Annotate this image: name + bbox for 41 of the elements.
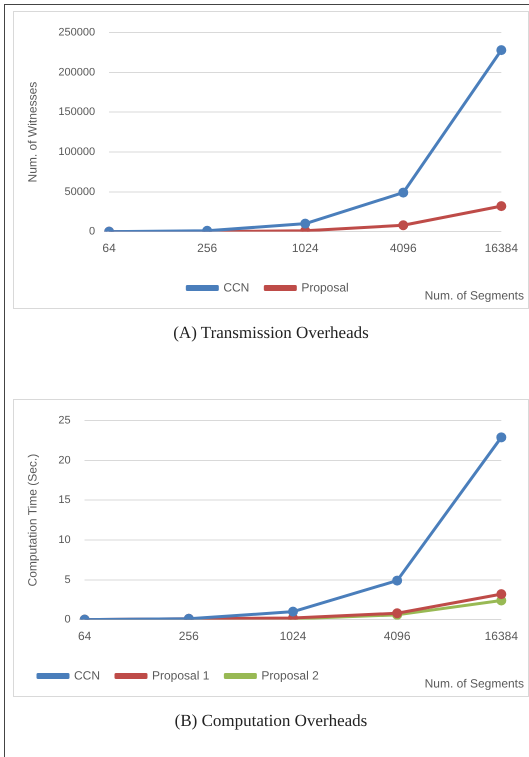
y-tick-label: 50000 — [64, 186, 96, 198]
point — [496, 432, 506, 442]
x-tick-label: 64 — [102, 241, 116, 256]
x-tick-label: 16384 — [484, 629, 518, 644]
x-tick-label: 4096 — [384, 629, 411, 644]
point — [496, 45, 506, 56]
y-tick-label: 200000 — [58, 66, 96, 78]
x-tick-label: 16384 — [484, 241, 518, 256]
x-axis-title: Num. of Segments — [424, 288, 524, 302]
x-tick-label: 1024 — [292, 241, 319, 256]
y-tick-label: 5 — [64, 574, 71, 586]
legend-label: CCN — [74, 668, 100, 682]
point — [392, 576, 402, 586]
x-tick-label: 256 — [178, 629, 200, 644]
y-axis-title: Computation Time (Sec.) — [26, 454, 40, 586]
point — [496, 589, 506, 600]
legend-label: Proposal 2 — [261, 668, 320, 682]
x-tick-label: 1024 — [280, 629, 307, 644]
legend-label: Proposal — [301, 280, 349, 294]
x-tick-label: 4096 — [390, 241, 417, 256]
point — [496, 201, 506, 212]
text: (B) Computation Overheads — [174, 711, 368, 731]
y-tick-label: 15 — [58, 494, 71, 506]
y-tick-label: 0 — [88, 226, 96, 238]
text: (A) Transmission Overheads — [172, 323, 370, 343]
x-tick-label: 256 — [197, 241, 218, 256]
point — [300, 218, 310, 229]
x-tick-label: 64 — [78, 629, 92, 644]
x-axis-title: Num. of Segments — [424, 676, 524, 690]
point — [398, 188, 408, 198]
legend-label: CCN — [223, 280, 250, 294]
y-tick-label: 0 — [64, 614, 71, 626]
y-tick-label: 10 — [58, 534, 71, 546]
y-tick-label: 25 — [58, 414, 71, 427]
y-axis-title: Num. of Witnesses — [26, 82, 40, 182]
point — [398, 220, 408, 230]
y-tick-label: 250000 — [58, 26, 96, 39]
legend-label: Proposal 1 — [152, 668, 210, 682]
y-tick-label: 20 — [58, 454, 71, 466]
y-tick-label: 100000 — [58, 146, 96, 158]
y-tick-label: 150000 — [58, 106, 96, 118]
